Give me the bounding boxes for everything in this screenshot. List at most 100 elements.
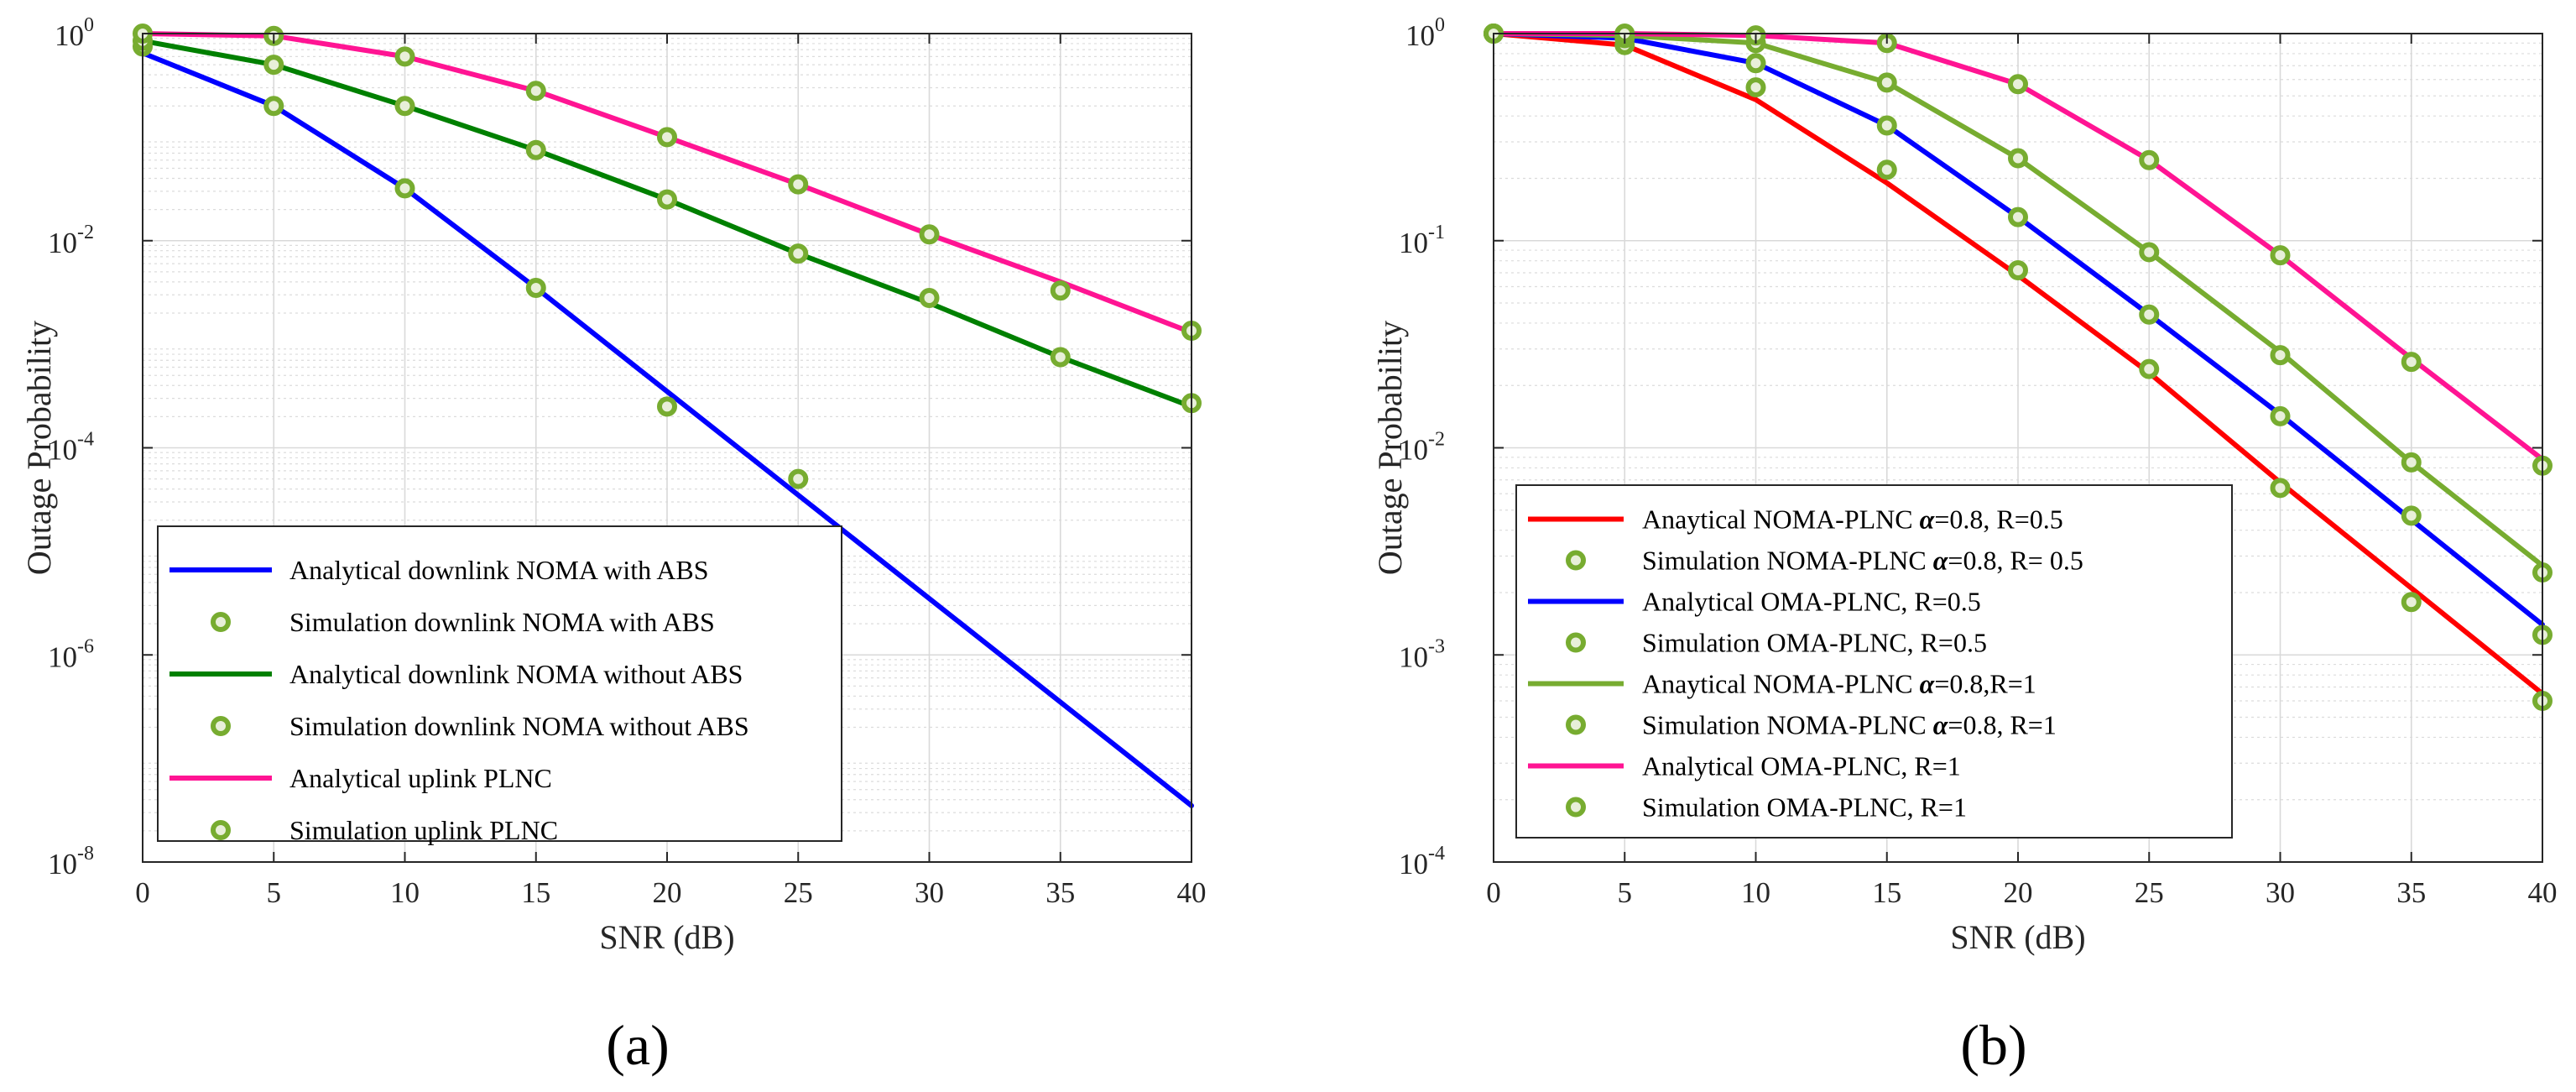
legend-entry-label: Simulation OMA-PLNC, R=0.5 bbox=[1642, 628, 1987, 658]
legend-entry-label: Simulation downlink NOMA without ABS bbox=[289, 711, 749, 741]
data-point-marker bbox=[525, 278, 546, 299]
legend-marker-swatch bbox=[211, 716, 231, 736]
legend: Anaytical NOMA-PLNC α=0.8, R=0.5Simulati… bbox=[1515, 484, 2233, 839]
y-axis-label: Outage Probability bbox=[1371, 321, 1409, 575]
data-point-marker bbox=[919, 224, 940, 245]
legend-entry-label: Simulation NOMA-PLNC α=0.8, R=1 bbox=[1642, 710, 2057, 740]
legend-entry-label: Anaytical NOMA-PLNC α=0.8, R=0.5 bbox=[1642, 504, 2063, 535]
data-point-marker bbox=[788, 243, 809, 264]
data-point-marker bbox=[2139, 358, 2160, 379]
legend-marker-swatch bbox=[211, 820, 231, 840]
data-point-marker bbox=[788, 468, 809, 489]
legend-marker-swatch bbox=[1566, 714, 1586, 735]
legend-entry-label: Simulation uplink PLNC bbox=[289, 815, 558, 845]
data-point-marker bbox=[263, 55, 284, 76]
y-tick-exponent: -2 bbox=[1428, 429, 1445, 451]
data-point-marker bbox=[394, 96, 415, 117]
data-point-marker bbox=[1876, 72, 1897, 93]
y-tick-label: 100 bbox=[1405, 14, 1445, 52]
y-tick-base: 10 bbox=[1405, 19, 1435, 52]
legend-entry-label: Simulation OMA-PLNC, R=1 bbox=[1642, 792, 1967, 823]
data-point-marker bbox=[2401, 452, 2422, 473]
legend-alpha-symbol: α bbox=[1933, 546, 1949, 576]
legend-box bbox=[1515, 484, 2233, 839]
x-tick-label: 15 bbox=[521, 876, 550, 909]
data-point-marker bbox=[2008, 259, 2028, 280]
y-tick-label: 10-2 bbox=[48, 222, 94, 259]
data-point-marker bbox=[2139, 304, 2160, 325]
x-axis-label: SNR (dB) bbox=[599, 918, 734, 956]
legend-text: =0.8,R=1 bbox=[1934, 669, 2036, 699]
legend-marker-swatch bbox=[1566, 632, 1586, 653]
legend-entry-label: Analytical downlink NOMA with ABS bbox=[289, 555, 709, 585]
y-tick-exponent: -8 bbox=[77, 843, 94, 865]
data-point-marker bbox=[657, 127, 677, 148]
y-tick-base: 10 bbox=[1399, 434, 1428, 467]
data-point-marker bbox=[657, 189, 677, 210]
x-tick-label: 30 bbox=[915, 876, 944, 909]
legend-text: Simulation NOMA-PLNC bbox=[1642, 710, 1933, 740]
legend-text: Anaytical NOMA-PLNC bbox=[1642, 504, 1920, 535]
data-point-marker bbox=[2139, 242, 2160, 263]
y-tick-label: 10-4 bbox=[1399, 843, 1445, 880]
x-tick-label: 25 bbox=[2135, 876, 2164, 909]
x-tick-label: 15 bbox=[1872, 876, 1901, 909]
y-tick-label: 10-8 bbox=[48, 843, 94, 880]
data-point-marker bbox=[2401, 592, 2422, 613]
y-tick-label: 10-1 bbox=[1399, 222, 1445, 259]
y-axis-label: Outage Probability bbox=[20, 321, 58, 575]
y-tick-label: 10-6 bbox=[48, 635, 94, 673]
legend-entry-label: Analytical OMA-PLNC, R=0.5 bbox=[1642, 587, 1981, 617]
y-tick-base: 10 bbox=[1399, 848, 1428, 880]
y-tick-label: 100 bbox=[55, 14, 94, 52]
data-point-marker bbox=[2270, 245, 2291, 266]
data-point-marker bbox=[394, 178, 415, 199]
data-point-marker bbox=[2401, 352, 2422, 373]
data-point-marker bbox=[2008, 74, 2028, 95]
data-point-marker bbox=[1876, 159, 1897, 180]
legend-text: =0.8, R=0.5 bbox=[1934, 504, 2062, 535]
legend-alpha-symbol: α bbox=[1933, 710, 1949, 740]
data-point-marker bbox=[2008, 148, 2028, 169]
x-tick-label: 0 bbox=[135, 876, 150, 909]
data-point-marker bbox=[263, 96, 284, 117]
panel-label: (b) bbox=[1960, 1013, 2026, 1077]
data-point-marker bbox=[2139, 149, 2160, 170]
x-tick-label: 20 bbox=[2004, 876, 2033, 909]
x-tick-label: 35 bbox=[2396, 876, 2426, 909]
y-tick-label: 10-4 bbox=[48, 429, 94, 467]
data-point-marker bbox=[1050, 347, 1071, 368]
legend-entry-label: Analytical downlink NOMA without ABS bbox=[289, 659, 743, 689]
x-tick-label: 10 bbox=[390, 876, 420, 909]
y-tick-exponent: -4 bbox=[77, 429, 94, 451]
data-point-marker bbox=[788, 174, 809, 195]
data-point-marker bbox=[1050, 280, 1071, 301]
y-tick-label: 10-2 bbox=[1399, 429, 1445, 467]
legend-text: =0.8, R= 0.5 bbox=[1948, 546, 2083, 576]
data-point-marker bbox=[2008, 206, 2028, 227]
data-point-marker bbox=[2270, 345, 2291, 366]
legend-entry-label: Simulation NOMA-PLNC α=0.8, R= 0.5 bbox=[1642, 546, 2083, 576]
x-tick-label: 10 bbox=[1741, 876, 1770, 909]
y-tick-base: 10 bbox=[1399, 227, 1428, 259]
y-tick-base: 10 bbox=[48, 227, 77, 259]
data-point-marker bbox=[919, 287, 940, 308]
x-tick-label: 25 bbox=[784, 876, 813, 909]
data-point-marker bbox=[2270, 405, 2291, 426]
data-point-marker bbox=[657, 396, 677, 417]
data-point-marker bbox=[1876, 115, 1897, 136]
legend-marker-swatch bbox=[1566, 550, 1586, 571]
x-tick-label: 5 bbox=[267, 876, 282, 909]
y-tick-base: 10 bbox=[48, 848, 77, 880]
legend-alpha-symbol: α bbox=[1920, 669, 1936, 699]
y-tick-base: 10 bbox=[48, 434, 77, 467]
y-tick-exponent: -2 bbox=[77, 222, 94, 243]
legend-text: Simulation NOMA-PLNC bbox=[1642, 546, 1933, 576]
x-tick-label: 0 bbox=[1486, 876, 1501, 909]
y-tick-base: 10 bbox=[55, 19, 84, 52]
panel-label: (a) bbox=[606, 1013, 669, 1077]
y-tick-base: 10 bbox=[1399, 640, 1428, 673]
